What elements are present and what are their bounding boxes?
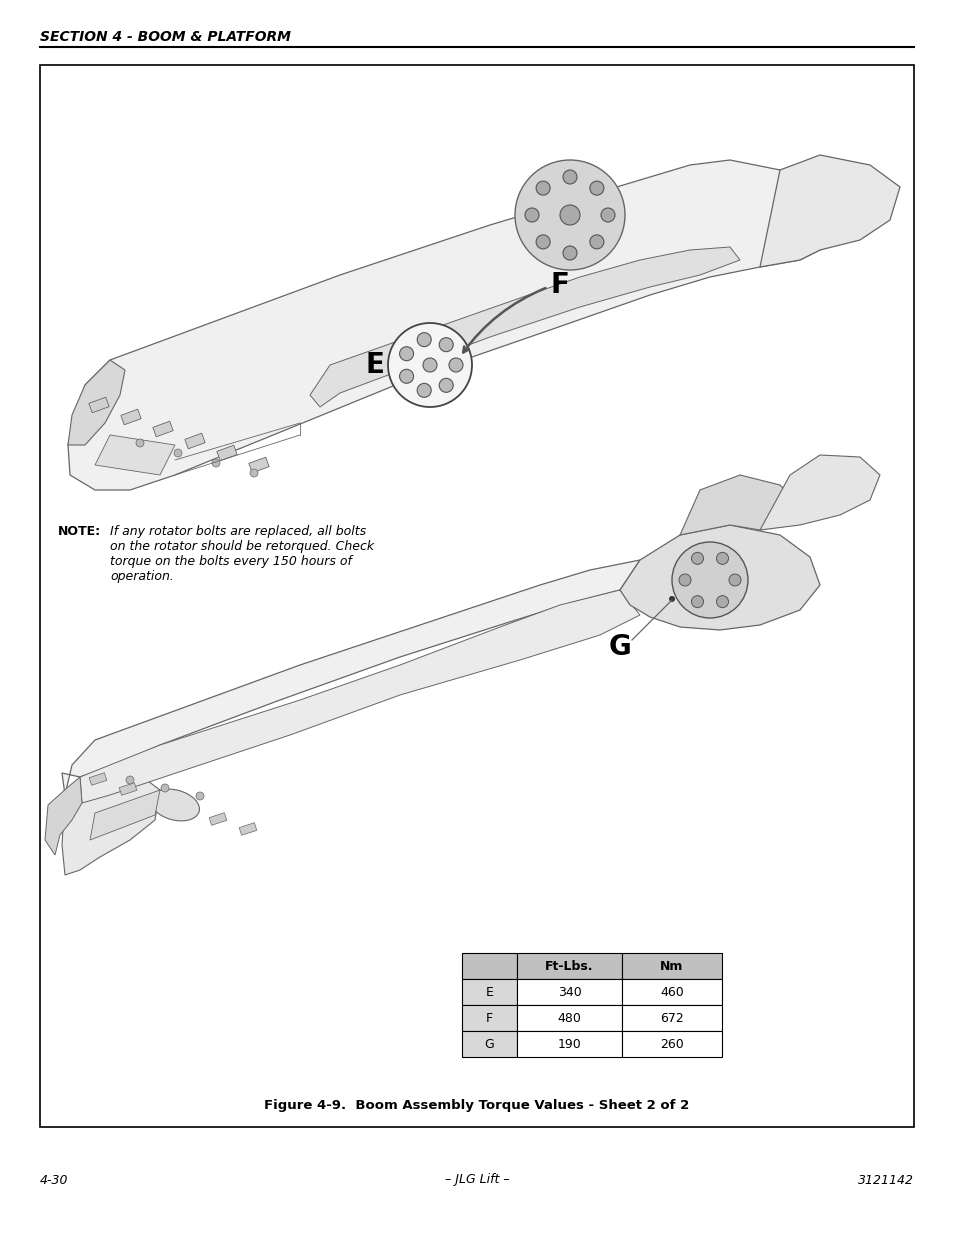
Circle shape <box>691 552 702 564</box>
Polygon shape <box>68 161 840 490</box>
Circle shape <box>173 450 182 457</box>
Bar <box>621 953 721 979</box>
Circle shape <box>536 235 550 249</box>
Bar <box>216 446 237 461</box>
Polygon shape <box>62 767 160 876</box>
Circle shape <box>126 776 133 784</box>
Circle shape <box>399 369 414 383</box>
Bar <box>621 979 721 1005</box>
Text: E: E <box>485 986 493 999</box>
Text: 460: 460 <box>659 986 683 999</box>
Text: 480: 480 <box>557 1011 580 1025</box>
Bar <box>249 457 269 473</box>
Circle shape <box>679 574 690 585</box>
Bar <box>461 1005 517 1031</box>
Bar <box>40 65 913 1128</box>
Bar <box>461 1031 517 1057</box>
Polygon shape <box>62 559 639 795</box>
Circle shape <box>416 383 431 398</box>
Bar <box>89 398 109 412</box>
Polygon shape <box>760 156 899 267</box>
Circle shape <box>212 459 220 467</box>
Circle shape <box>161 784 169 792</box>
Bar <box>517 979 621 1005</box>
Text: F: F <box>485 1011 493 1025</box>
Polygon shape <box>90 790 160 840</box>
Bar <box>119 783 136 795</box>
Circle shape <box>716 595 728 608</box>
Bar <box>209 813 227 825</box>
Circle shape <box>562 246 577 261</box>
Text: SECTION 4 - BOOM & PLATFORM: SECTION 4 - BOOM & PLATFORM <box>40 30 291 44</box>
Circle shape <box>399 347 414 361</box>
Text: torque on the bolts every 150 hours of: torque on the bolts every 150 hours of <box>110 555 352 568</box>
Text: NOTE:: NOTE: <box>58 525 101 538</box>
Polygon shape <box>679 475 800 535</box>
Circle shape <box>589 182 603 195</box>
Circle shape <box>668 597 675 601</box>
Text: G: G <box>484 1037 494 1051</box>
Text: 340: 340 <box>558 986 580 999</box>
Bar <box>461 979 517 1005</box>
Polygon shape <box>310 247 740 408</box>
Circle shape <box>515 161 624 270</box>
Text: Ft-Lbs.: Ft-Lbs. <box>545 960 593 972</box>
Text: Nm: Nm <box>659 960 683 972</box>
Circle shape <box>250 469 257 477</box>
Bar <box>517 1031 621 1057</box>
Bar <box>621 1031 721 1057</box>
Ellipse shape <box>151 789 199 821</box>
Text: operation.: operation. <box>110 571 173 583</box>
Text: 4-30: 4-30 <box>40 1173 69 1187</box>
Circle shape <box>388 324 472 408</box>
Bar <box>121 409 141 425</box>
Bar <box>517 953 621 979</box>
Circle shape <box>449 358 462 372</box>
Circle shape <box>671 542 747 618</box>
Bar <box>149 793 167 805</box>
Text: 3121142: 3121142 <box>857 1173 913 1187</box>
Circle shape <box>438 378 453 393</box>
Text: E: E <box>365 351 384 379</box>
Circle shape <box>422 358 436 372</box>
Circle shape <box>716 552 728 564</box>
Circle shape <box>559 205 579 225</box>
Bar <box>239 823 256 835</box>
Text: Figure 4-9.  Boom Assembly Torque Values - Sheet 2 of 2: Figure 4-9. Boom Assembly Torque Values … <box>264 1098 689 1112</box>
Circle shape <box>524 207 538 222</box>
Circle shape <box>136 438 144 447</box>
Polygon shape <box>45 777 82 855</box>
Bar <box>152 421 173 437</box>
Polygon shape <box>619 525 820 630</box>
Bar <box>517 1005 621 1031</box>
Polygon shape <box>95 435 174 475</box>
Circle shape <box>438 337 453 352</box>
Circle shape <box>589 235 603 249</box>
Polygon shape <box>760 454 879 530</box>
Circle shape <box>416 332 431 347</box>
Circle shape <box>562 170 577 184</box>
Bar <box>89 773 107 785</box>
Polygon shape <box>80 590 639 803</box>
Circle shape <box>536 182 550 195</box>
Bar <box>621 1005 721 1031</box>
Text: If any rotator bolts are replaced, all bolts: If any rotator bolts are replaced, all b… <box>110 525 366 538</box>
Circle shape <box>600 207 615 222</box>
Text: F: F <box>550 270 569 299</box>
Bar <box>461 953 517 979</box>
Circle shape <box>195 792 204 800</box>
Bar <box>185 433 205 448</box>
Polygon shape <box>68 359 125 445</box>
Circle shape <box>691 595 702 608</box>
Text: on the rotator should be retorqued. Check: on the rotator should be retorqued. Chec… <box>110 540 374 553</box>
Text: 260: 260 <box>659 1037 683 1051</box>
Bar <box>179 803 196 815</box>
Text: G: G <box>608 634 631 661</box>
Text: – JLG Lift –: – JLG Lift – <box>444 1173 509 1187</box>
Text: 672: 672 <box>659 1011 683 1025</box>
Text: 190: 190 <box>558 1037 580 1051</box>
Circle shape <box>728 574 740 585</box>
